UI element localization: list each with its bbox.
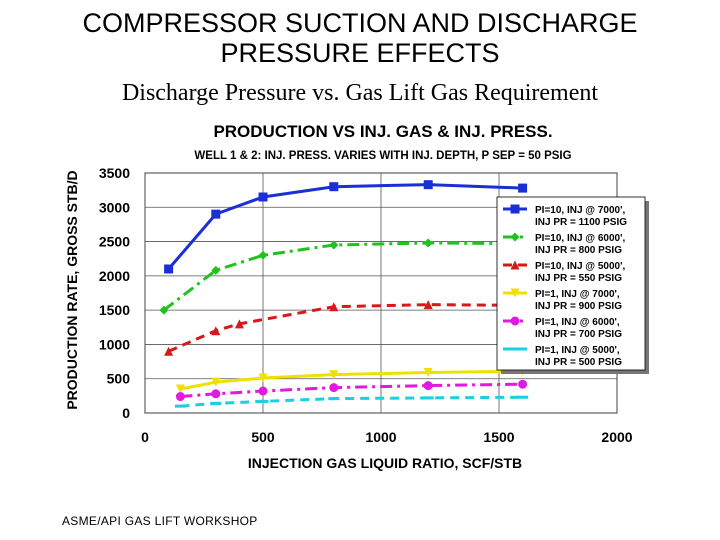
data-point	[258, 373, 268, 383]
legend-marker	[510, 232, 520, 242]
data-point	[211, 326, 221, 336]
series-line	[167, 183, 523, 270]
series-line	[168, 303, 523, 353]
y-tick-label: 3500	[99, 165, 130, 181]
data-point	[211, 265, 221, 275]
legend-item-4: PI=1, INJ @ 7000',INJ PR = 900 PSIG	[503, 288, 622, 312]
legend-marker	[510, 316, 520, 326]
legend-label-line1: PI=1, INJ @ 6000',	[535, 317, 620, 328]
legend-label-line2: INJ PR = 800 PSIG	[535, 245, 622, 256]
data-point	[210, 401, 222, 405]
legend-label-line2: INJ PR = 1100 PSIG	[535, 217, 627, 228]
y-tick-label: 2000	[99, 268, 130, 284]
legend-item-2: PI=10, INJ @ 6000',INJ PR = 800 PSIG	[503, 232, 625, 256]
legend-marker	[510, 204, 520, 214]
data-point	[164, 346, 174, 356]
data-point	[175, 392, 185, 402]
series-line	[180, 395, 523, 408]
data-point	[517, 395, 529, 399]
chart-subtitle: WELL 1 & 2: INJ. PRESS. VARIES WITH INJ.…	[194, 150, 571, 162]
legend-item-6: PI=1, INJ @ 5000',INJ PR = 500 PSIG	[503, 345, 622, 368]
legend-box	[496, 196, 646, 371]
legend-label-line1: PI=1, INJ @ 7000',	[535, 289, 620, 300]
data-point	[211, 389, 221, 399]
data-point	[211, 209, 221, 219]
y-tick-label: 2500	[99, 234, 130, 250]
data-point	[174, 404, 186, 408]
data-point	[234, 319, 244, 329]
axis-ticks: 0 500 1000 1500 2000 0 500 1000 1500 2000 2500 3000…	[99, 165, 633, 445]
slide-title-line1: COMPRESSOR SUCTION AND DISCHARGE	[82, 8, 638, 38]
data-point	[423, 238, 433, 248]
legend-label-line2: INJ PR = 550 PSIG	[535, 273, 622, 284]
data-point	[258, 250, 268, 260]
legend-label-line2: INJ PR = 900 PSIG	[535, 301, 622, 312]
data-point	[329, 383, 339, 393]
data-point	[159, 305, 169, 315]
data-point	[175, 384, 185, 394]
data-point	[257, 399, 269, 403]
series-line	[180, 382, 523, 399]
y-axis-label: PRODUCTION RATE, GROSS STB/D	[64, 170, 80, 409]
legend-label-line1: PI=10, INJ @ 7000',	[535, 205, 625, 216]
data-point	[329, 370, 339, 380]
y-tick-label: 500	[107, 371, 131, 387]
slide-subtitle: Discharge Pressure vs. Gas Lift Gas Requ…	[121, 80, 599, 106]
series-line	[162, 241, 523, 312]
data-point	[423, 368, 433, 378]
data-point	[518, 379, 528, 389]
x-tick-label: 0	[141, 429, 149, 445]
data-point	[211, 377, 221, 387]
data-point	[329, 302, 339, 312]
x-axis-label: INJECTION GAS LIQUID RATIO, SCF/STB	[248, 455, 522, 471]
y-tick-label: 0	[122, 405, 130, 421]
data-point	[518, 183, 528, 193]
legend-label-line1: PI=10, INJ @ 6000',	[535, 233, 625, 244]
legend-label-line1: PI=1, INJ @ 5000',	[535, 345, 620, 356]
series-line	[180, 369, 523, 391]
x-tick-label: 1500	[483, 429, 514, 445]
data-point	[422, 396, 434, 400]
x-tick-label: 2000	[601, 429, 632, 445]
series-6	[174, 395, 529, 408]
legend-item-5: PI=1, INJ @ 6000',INJ PR = 700 PSIG	[503, 316, 622, 340]
data-point	[329, 240, 339, 250]
x-tick-label: 500	[251, 429, 275, 445]
slide-title-line2: PRESSURE EFFECTS	[220, 38, 500, 68]
data-point	[328, 397, 340, 401]
series-5	[175, 379, 528, 402]
legend-label-line2: INJ PR = 700 PSIG	[535, 329, 622, 340]
series-1	[164, 180, 528, 274]
legend-marker	[509, 347, 521, 351]
x-tick-label: 1000	[365, 429, 396, 445]
legend-item-1: PI=10, INJ @ 7000',INJ PR = 1100 PSIG	[503, 204, 627, 228]
data-point	[423, 300, 433, 310]
data-point	[258, 386, 268, 396]
series-layer	[159, 180, 529, 408]
data-point	[423, 180, 433, 190]
legend-marker	[510, 260, 520, 270]
y-tick-label: 1000	[99, 336, 130, 352]
slide-title: COMPRESSOR SUCTION AND DISCHARGE PRESSUR…	[0, 8, 720, 68]
footer: ASME/API GAS LIFT WORKSHOP	[62, 514, 258, 528]
legend-item-3: PI=10, INJ @ 5000',INJ PR = 550 PSIG	[503, 260, 625, 284]
legend-label-line1: PI=10, INJ @ 5000',	[535, 261, 625, 272]
data-point	[258, 192, 268, 202]
chart-title: PRODUCTION VS INJ. GAS & INJ. PRESS.	[213, 122, 552, 141]
y-tick-label: 3000	[99, 199, 130, 215]
legend-marker	[510, 288, 520, 298]
legend-label-line2: INJ PR = 500 PSIG	[535, 357, 622, 368]
y-tick-label: 1500	[99, 302, 130, 318]
data-point	[423, 381, 433, 391]
data-point	[164, 264, 174, 274]
data-point	[329, 182, 339, 192]
legend: PI=10, INJ @ 7000',INJ PR = 1100 PSIGPI=…	[496, 196, 649, 374]
